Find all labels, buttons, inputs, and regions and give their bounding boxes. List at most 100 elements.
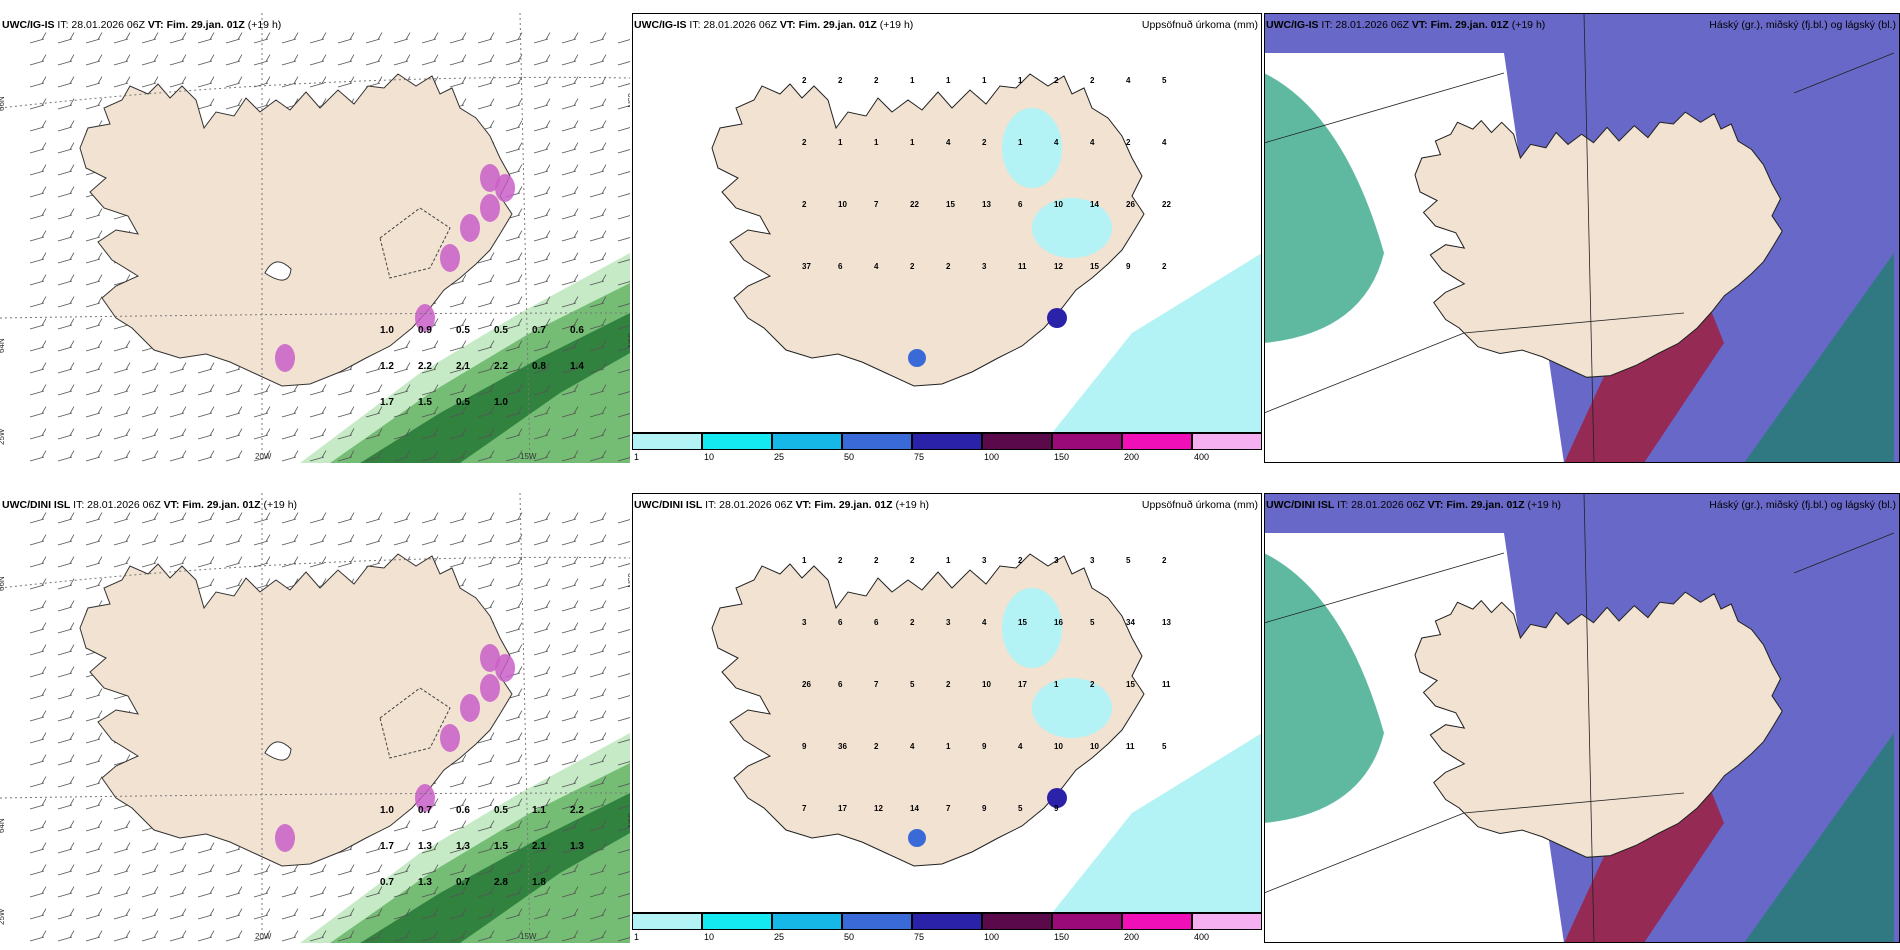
wind-barb: [365, 842, 383, 854]
wind-barb: [505, 534, 523, 546]
wind-barb: [477, 252, 495, 264]
wind-barb: [617, 540, 630, 546]
wind-barb: [113, 32, 131, 44]
wind-barb: [589, 710, 607, 722]
wind-barb: [617, 236, 630, 242]
wind-barb: [309, 886, 327, 898]
value-label: 3: [1090, 556, 1095, 565]
panel-title: UWC/IG-IS IT: 28.01.2026 06Z VT: Fim. 29…: [634, 19, 914, 31]
wind-barb: [281, 864, 299, 876]
value-label: 1: [982, 76, 987, 85]
colorbar-swatch: [982, 913, 1052, 930]
wind-barb: [505, 908, 523, 920]
colorbar-tick-label: 75: [914, 452, 925, 462]
wind-barb: [477, 406, 495, 418]
grid-line: [1793, 532, 1895, 574]
wind-barb: [85, 340, 103, 352]
value-label: 4: [946, 138, 951, 147]
wind-barb: [225, 428, 243, 440]
wind-barb: [533, 362, 551, 374]
wind-barb: [85, 688, 103, 700]
wind-barb: [421, 512, 439, 524]
wind-barb: [505, 754, 523, 766]
wind-barb: [617, 518, 630, 524]
wind-barb: [141, 864, 159, 876]
wind-barb: [533, 842, 551, 854]
wind-barb: [225, 864, 243, 876]
value-label: 13: [1162, 618, 1171, 627]
precip-area: [1032, 678, 1112, 738]
colorbar-swatch: [842, 913, 912, 930]
wind-barb: [225, 886, 243, 898]
wind-barb: [477, 820, 495, 832]
colorbar-swatch: [912, 433, 982, 450]
parallel-66n: [0, 556, 630, 589]
wind-barb: [505, 318, 523, 330]
value-label: 2.2: [494, 361, 508, 372]
wind-barb: [589, 120, 607, 132]
wind-barb: [449, 318, 467, 330]
wind-barb: [57, 732, 75, 744]
wind-barb: [281, 930, 299, 942]
wind-barb: [477, 54, 495, 66]
wind-barb: [505, 512, 523, 524]
wind-barb: [113, 534, 131, 546]
wind-barb: [477, 556, 495, 568]
wind-barb: [337, 908, 355, 920]
hatched-area: [379, 207, 451, 279]
wind-barb: [617, 434, 630, 440]
wind-barb: [589, 930, 607, 942]
panel-dini-cloud: UWC/DINI ISL IT: 28.01.2026 06Z VT: Fim.…: [1264, 493, 1900, 943]
wind-barb: [561, 296, 579, 308]
value-label: 14: [910, 804, 919, 813]
wind-barb: [169, 512, 187, 524]
value-label: 5: [910, 680, 915, 689]
colorbar-tick-label: 10: [704, 932, 715, 942]
grid-line: [1264, 552, 1505, 624]
wind-barb: [477, 754, 495, 766]
wind-barb: [57, 600, 75, 612]
wind-barb: [561, 600, 579, 612]
wind-barb: [169, 908, 187, 920]
wind-barb: [477, 776, 495, 788]
colorbar-tick-label: 400: [1194, 932, 1210, 942]
value-label: 2: [802, 76, 807, 85]
wind-barb: [85, 556, 103, 568]
value-label: 2.1: [532, 841, 546, 852]
wind-barb: [561, 666, 579, 678]
wind-barb: [505, 252, 523, 264]
wind-barb: [365, 512, 383, 524]
wind-barb: [617, 126, 630, 132]
wind-barb: [113, 512, 131, 524]
wind-barb: [421, 428, 439, 440]
wind-barb: [589, 164, 607, 176]
wind-barb: [393, 908, 411, 920]
wind-barb: [57, 798, 75, 810]
wind-barb: [281, 32, 299, 44]
wind-barb: [589, 512, 607, 524]
wind-barb: [85, 776, 103, 788]
value-label: 1.0: [380, 805, 394, 816]
axis-label: 64N: [0, 338, 6, 353]
axis-label: 15W: [520, 932, 537, 941]
value-label: 10: [1054, 742, 1063, 751]
wind-barb: [533, 230, 551, 242]
colorbar-swatch: [1052, 913, 1122, 930]
wind-barb: [85, 252, 103, 264]
wind-barb: [589, 666, 607, 678]
wind-barb: [505, 556, 523, 568]
value-label: 3: [1054, 556, 1059, 565]
wind-barb: [29, 252, 47, 264]
value-label: 2: [1162, 262, 1167, 271]
wind-barb: [85, 534, 103, 546]
wind-barb: [421, 886, 439, 898]
wind-barb: [29, 732, 47, 744]
precip-area: [1002, 108, 1062, 188]
wind-barb: [617, 214, 630, 220]
wind-barb: [337, 512, 355, 524]
wind-barb: [617, 804, 630, 810]
wind-barb: [561, 644, 579, 656]
wind-barb: [197, 32, 215, 44]
wind-barb: [561, 886, 579, 898]
